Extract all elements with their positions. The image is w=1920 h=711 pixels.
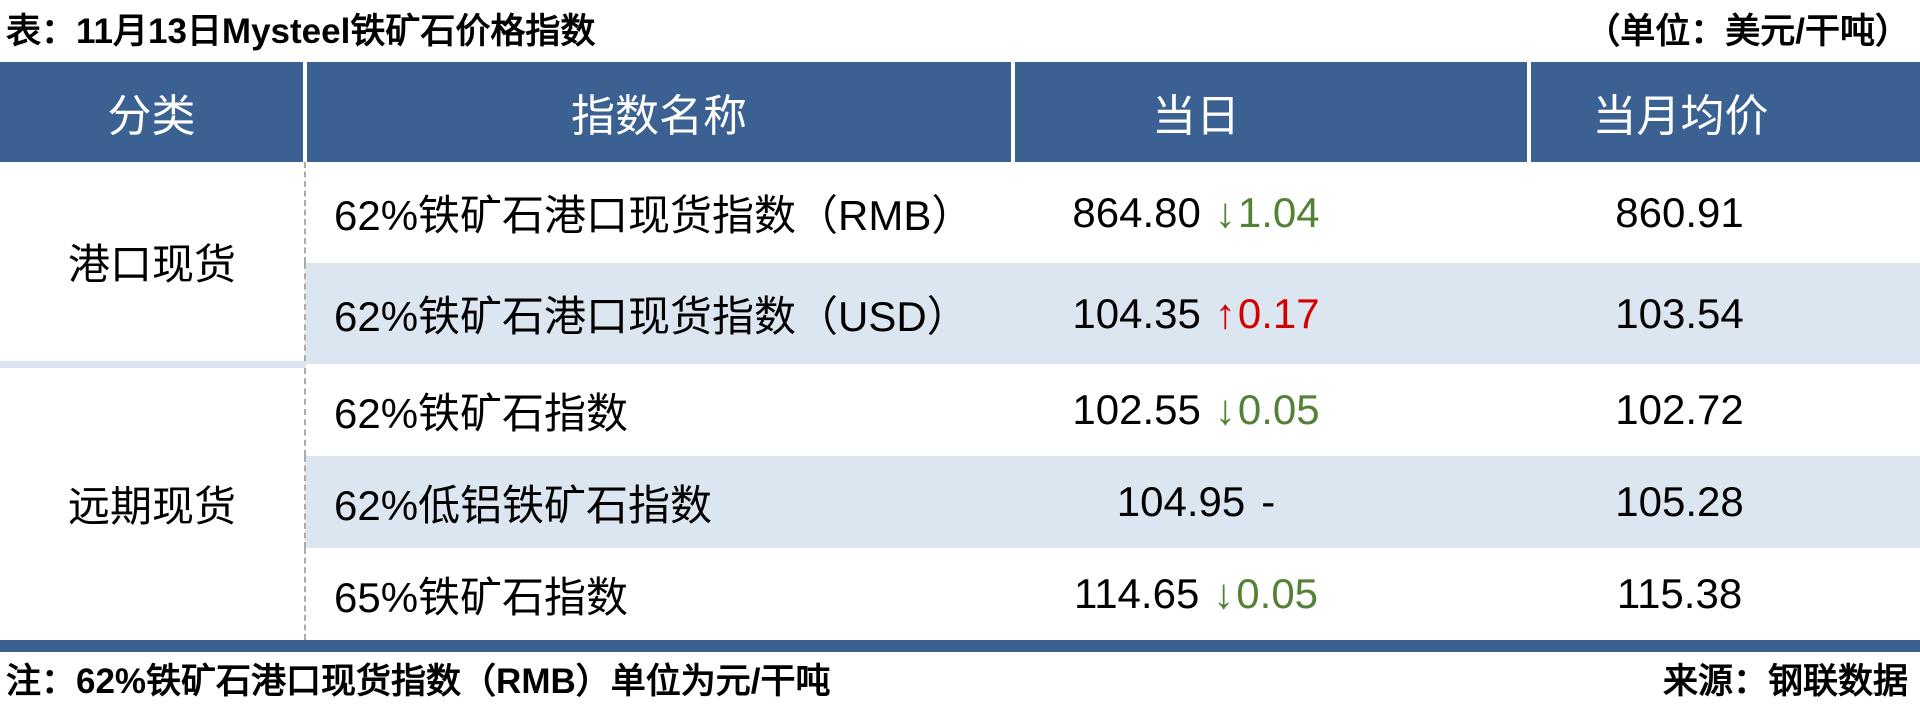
header-cell-daily: 当日	[1013, 62, 1531, 162]
header-cell-monthly-avg: 当月均价	[1529, 62, 1920, 162]
table-row: 62%铁矿石港口现货指数（USD） 104.35 ↑0.17 103.54	[0, 263, 1920, 364]
data-source: 来源：钢联数据	[1662, 662, 1908, 701]
change-value: -	[1261, 478, 1276, 525]
daily-value-cell: 104.95-	[1013, 456, 1529, 548]
daily-change: ↓0.05	[1215, 386, 1320, 433]
daily-value-cell: 104.35 ↑0.17	[1013, 263, 1529, 364]
daily-value: 104.95	[1116, 478, 1246, 525]
daily-change: -	[1259, 478, 1275, 525]
title-bar: 表：11月13日Mysteel铁矿石价格指数 （单位：美元/干吨）	[0, 0, 1920, 62]
change-value: 0.05	[1236, 570, 1319, 617]
change-arrow-icon: ↓	[1214, 386, 1236, 433]
daily-value: 102.55	[1072, 386, 1201, 433]
index-name-cell: 62%铁矿石港口现货指数（USD）	[305, 263, 1013, 364]
header-cell-index-name: 指数名称	[305, 62, 1015, 162]
daily-value-cell: 864.80 ↓1.04	[1013, 162, 1529, 263]
daily-value-cell: 102.55 ↓0.05	[1013, 364, 1529, 456]
monthly-avg-cell: 105.28	[1529, 456, 1920, 548]
table-row: 62%低铝铁矿石指数 104.95- 105.28	[0, 456, 1920, 548]
header-row: 分类 指数名称 当日 当月均价	[0, 62, 1920, 162]
change-arrow-icon: ↓	[1214, 188, 1236, 236]
header-cell-category: 分类	[0, 62, 307, 162]
category-cell-forward-spot: 远期现货	[0, 364, 306, 640]
index-name-cell: 62%铁矿石港口现货指数（RMB）	[305, 162, 1013, 263]
index-name-cell: 65%铁矿石指数	[305, 548, 1013, 640]
footnote: 注：62%铁矿石港口现货指数（RMB）单位为元/干吨	[6, 662, 831, 701]
index-name-cell: 62%低铝铁矿石指数	[305, 456, 1013, 548]
daily-value: 114.65	[1073, 570, 1200, 617]
footer-bar: 注：62%铁矿石港口现货指数（RMB）单位为元/干吨 来源：钢联数据	[0, 652, 1920, 711]
daily-value: 864.80	[1072, 188, 1201, 236]
change-arrow-icon: ↓	[1213, 570, 1235, 617]
table-row: 港口现货 62%铁矿石港口现货指数（RMB） 864.80 ↓1.04 860.9…	[0, 162, 1920, 368]
change-arrow-icon: ↑	[1214, 289, 1236, 337]
price-index-table: 分类 指数名称 当日 当月均价 港口现货 62%铁矿石港口现货指数（RMB） 8…	[0, 62, 1920, 640]
daily-value-cell: 114.65 ↓0.05	[1013, 548, 1529, 640]
daily-change: ↓1.04	[1215, 189, 1320, 236]
daily-value: 104.35	[1072, 289, 1201, 337]
daily-change: ↑0.17	[1215, 290, 1320, 337]
change-value: 1.04	[1237, 188, 1320, 236]
index-name-cell: 62%铁矿石指数	[305, 364, 1013, 456]
monthly-avg-cell: 103.54	[1529, 263, 1920, 364]
monthly-avg-cell: 102.72	[1529, 364, 1920, 456]
unit-label: （单位：美元/干吨）	[1585, 11, 1910, 51]
change-value: 0.17	[1237, 289, 1320, 337]
bottom-divider-bar	[0, 640, 1920, 652]
daily-change: ↓0.05	[1213, 570, 1318, 617]
change-value: 0.05	[1237, 386, 1320, 433]
monthly-avg-cell: 115.38	[1529, 548, 1920, 640]
table-row: 65%铁矿石指数 114.65 ↓0.05 115.38	[0, 548, 1920, 640]
table-row: 远期现货 62%铁矿石指数 102.55 ↓0.05 102.72	[0, 364, 1920, 640]
table-title: 表：11月13日Mysteel铁矿石价格指数	[6, 11, 596, 51]
category-cell-port-spot: 港口现货	[0, 162, 306, 368]
monthly-avg-cell: 860.91	[1529, 162, 1920, 263]
